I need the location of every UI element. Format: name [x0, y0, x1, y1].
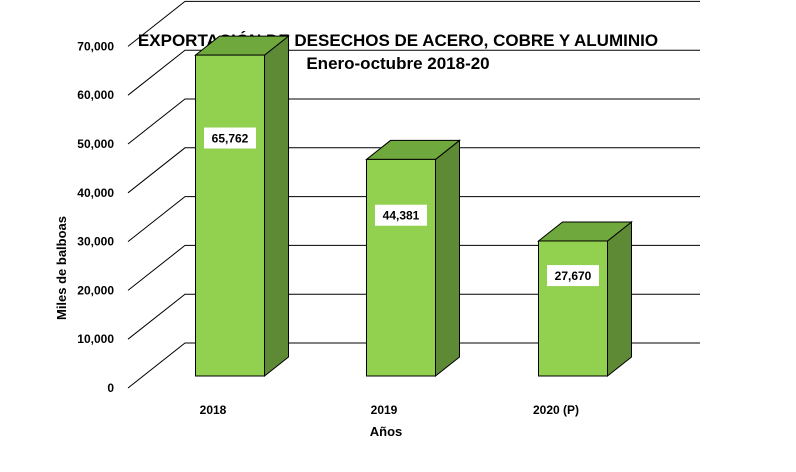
- y-tick-label: 60,000: [77, 88, 114, 102]
- gridline: [127, 293, 700, 340]
- gridline: [127, 0, 700, 47]
- y-axis-label: Miles de balboas: [54, 216, 69, 320]
- x-axis-label: Años: [370, 424, 403, 439]
- svg-text:27,670: 27,670: [555, 269, 592, 283]
- y-tick-label: 10,000: [77, 332, 114, 346]
- y-tick-label: 30,000: [77, 235, 114, 249]
- svg-text:44,381: 44,381: [383, 209, 420, 223]
- gridline: [127, 196, 700, 242]
- bar: [537, 220, 633, 378]
- y-tick-label: 20,000: [77, 283, 114, 297]
- svg-text:65,762: 65,762: [212, 132, 249, 146]
- data-label: 65,762: [204, 127, 256, 149]
- x-tick-label: 2019: [371, 403, 398, 417]
- y-tick-label: 70,000: [77, 39, 114, 53]
- bar: [365, 139, 461, 378]
- y-tick-label: 40,000: [77, 186, 114, 200]
- chart-subtitle: Enero-octubre 2018-20: [306, 54, 490, 73]
- x-tick-label: 2020 (P): [533, 403, 579, 417]
- data-label: 27,670: [547, 265, 599, 287]
- data-label: 44,381: [375, 204, 427, 226]
- gridline: [127, 147, 700, 194]
- gridline: [127, 98, 700, 145]
- gridline: [127, 49, 700, 96]
- y-tick-label: 50,000: [77, 137, 114, 151]
- gridline: [127, 342, 700, 389]
- x-tick-label: 2018: [200, 403, 227, 417]
- y-tick-label: 0: [107, 381, 114, 395]
- bar: [194, 35, 290, 378]
- gridline: [127, 244, 700, 291]
